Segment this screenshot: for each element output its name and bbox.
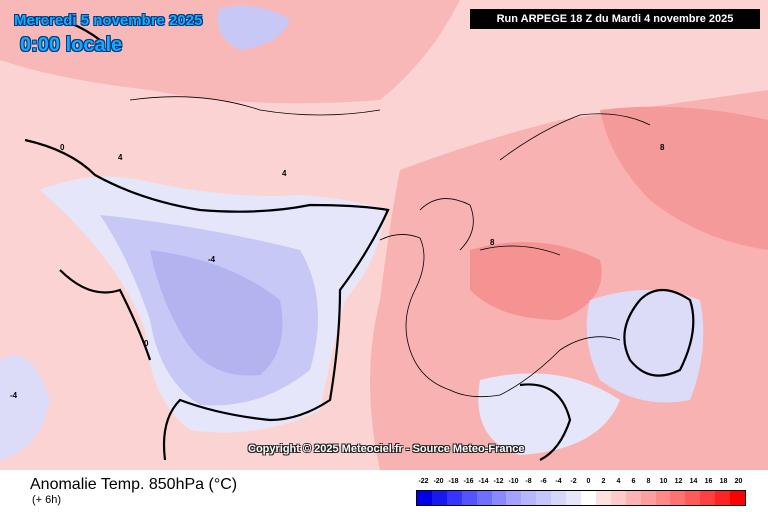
legend-tick-label: 16 xyxy=(704,478,713,485)
legend-swatch xyxy=(715,491,731,505)
legend-swatch xyxy=(461,491,477,505)
legend-tick-label: 0 xyxy=(586,478,591,485)
legend-swatch xyxy=(640,491,656,505)
legend-tick-label: 8 xyxy=(646,478,651,485)
legend-tick-label: 2 xyxy=(601,478,606,485)
legend-swatch xyxy=(580,491,596,505)
contour-label: 0 xyxy=(144,339,149,348)
forecast-date-title: Mercredi 5 novembre 2025 xyxy=(14,12,203,29)
legend-tick-label: 10 xyxy=(659,478,668,485)
forecast-step: (+ 6h) xyxy=(32,494,62,506)
legend-tick-label: -6 xyxy=(540,478,547,485)
legend-tick-label: 6 xyxy=(631,478,636,485)
contour-label: 8 xyxy=(660,143,665,152)
legend-tick-label: -16 xyxy=(463,478,474,485)
legend-swatch xyxy=(685,491,701,505)
legend-swatch xyxy=(610,491,626,505)
contour-label: 4 xyxy=(118,153,123,162)
legend-tick-label: -20 xyxy=(433,478,444,485)
legend-tick-label: -18 xyxy=(448,478,459,485)
legend-swatch xyxy=(417,491,432,505)
contour-label: 0 xyxy=(60,143,65,152)
legend-tick-label: -2 xyxy=(570,478,577,485)
legend-swatch xyxy=(625,491,641,505)
legend-tick-labels: -22 -20 -18 -16 -14 -12 -10 -8 -6 -4 -2 0 2 4 6 8 10 12 14… xyxy=(416,478,746,488)
color-scale-legend xyxy=(416,490,746,506)
legend-tick-label: 20 xyxy=(734,478,743,485)
temperature-anomaly-map: 4 8 0 -4 4 8 0 -4 xyxy=(0,0,768,470)
legend-tick-label: -22 xyxy=(418,478,429,485)
legend-tick-label: 18 xyxy=(719,478,728,485)
contour-label: -4 xyxy=(208,255,216,264)
legend-swatch xyxy=(655,491,671,505)
copyright-watermark: Copyright © 2025 Meteociel.fr - Source M… xyxy=(248,443,525,455)
legend-swatch xyxy=(431,491,447,505)
variable-title: Anomalie Temp. 850hPa (°C) xyxy=(30,476,238,493)
legend-swatch xyxy=(551,491,567,505)
legend-swatch xyxy=(700,491,716,505)
legend-swatch xyxy=(491,491,507,505)
legend-tick-label: -12 xyxy=(493,478,504,485)
legend-tick-label: -14 xyxy=(478,478,489,485)
legend-swatch xyxy=(730,491,745,505)
legend-swatch xyxy=(595,491,611,505)
legend-swatch xyxy=(670,491,686,505)
legend-swatch xyxy=(506,491,522,505)
legend-tick-label: 14 xyxy=(689,478,698,485)
contour-label: 8 xyxy=(490,238,495,247)
contour-label: -4 xyxy=(10,391,18,400)
model-run-info: Run ARPEGE 18 Z du Mardi 4 novembre 2025 xyxy=(470,9,760,29)
legend-tick-label: -4 xyxy=(555,478,562,485)
legend-swatch xyxy=(566,491,581,505)
legend-swatch xyxy=(446,491,462,505)
legend-swatch xyxy=(536,491,552,505)
legend-tick-label: -10 xyxy=(508,478,519,485)
legend-swatch xyxy=(521,491,537,505)
legend-tick-label: 12 xyxy=(674,478,683,485)
contour-label: 4 xyxy=(282,169,287,178)
legend-tick-label: 4 xyxy=(616,478,621,485)
legend-tick-label: -8 xyxy=(525,478,532,485)
legend-swatch xyxy=(476,491,492,505)
forecast-time-title: 0:00 locale xyxy=(20,34,123,56)
